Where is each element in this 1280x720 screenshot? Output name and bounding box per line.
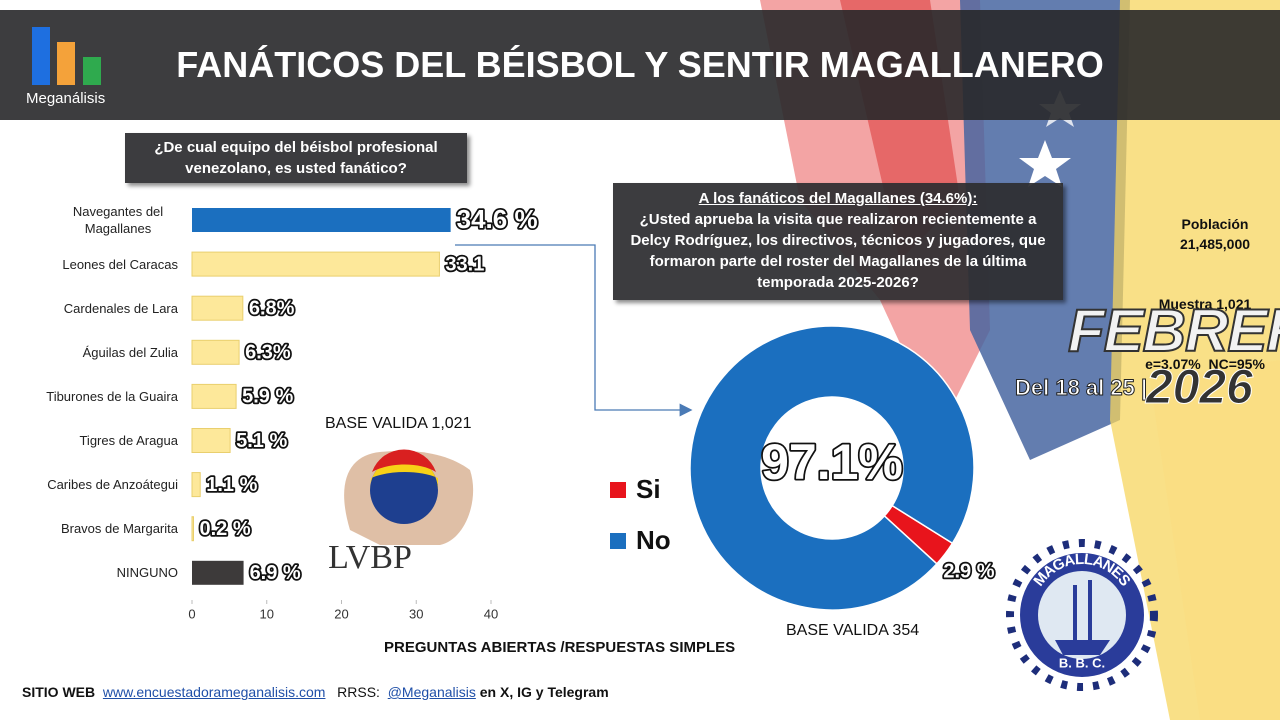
error: e=3.07% NC=95% xyxy=(1145,356,1265,372)
pie-question: ¿Usted aprueba la visita que realizaron … xyxy=(630,211,1046,291)
population: 21,485,000 xyxy=(1179,236,1251,252)
social-note: en X, IG y Telegram xyxy=(479,684,609,700)
value-label: 6.9 % xyxy=(250,562,301,584)
x-tick-label: 10 xyxy=(260,606,274,621)
sample: Muestra 1,021 xyxy=(1158,296,1252,312)
footer: SITIO WEB www.encuestadorameganalisis.co… xyxy=(22,684,609,700)
legend-swatch xyxy=(610,533,626,549)
web-link[interactable]: www.encuestadorameganalisis.com xyxy=(102,684,326,700)
value-label: 5.9 % xyxy=(242,386,293,408)
value-label: 6.3% xyxy=(245,342,291,364)
legend-swatch xyxy=(610,482,626,498)
x-tick-label: 40 xyxy=(484,606,498,621)
x-tick-label: 20 xyxy=(334,606,348,621)
bar xyxy=(191,428,231,453)
category-label: Águilas del Zulia xyxy=(82,344,178,360)
category-label: Tigres de Aragua xyxy=(79,433,178,448)
value-label: 2.9 % xyxy=(943,560,994,582)
social-label: RRSS: xyxy=(337,684,380,700)
annotation: BASE VALIDA 354 xyxy=(786,622,920,639)
logo-text: Meganálisis xyxy=(26,90,106,107)
value-label: 5.1 % xyxy=(236,430,287,452)
pie-question-lead: A los fanáticos del Magallanes (34.6%): xyxy=(698,190,978,207)
value-label: 97.1% xyxy=(761,434,903,490)
bar xyxy=(191,339,240,365)
social-link[interactable]: @Meganalisis xyxy=(387,684,476,700)
pie-question-box: A los fanáticos del Magallanes (34.6%): … xyxy=(613,183,1063,300)
survey-info: Población 21,485,000 xyxy=(1140,214,1280,254)
league-logo-text: LVBP xyxy=(328,539,412,576)
bar xyxy=(192,208,451,232)
bar xyxy=(191,472,201,498)
x-axis-label: PREGUNTAS ABIERTAS /RESPUESTAS SIMPLES xyxy=(384,639,736,656)
bar xyxy=(191,295,244,321)
category-label: Leones del Caracas xyxy=(62,256,178,272)
legend-label: Si xyxy=(636,474,661,504)
category-label: Cardenales de Lara xyxy=(63,300,178,316)
header-band xyxy=(0,10,1280,120)
value-label: 34.6 % xyxy=(457,204,538,234)
bar xyxy=(192,560,244,585)
value-label: 1.1 % xyxy=(206,474,257,496)
pie-slice xyxy=(689,325,975,611)
bar xyxy=(191,383,237,409)
legend-label: No xyxy=(636,525,671,555)
category-label: Caribes de Anzoátegui xyxy=(47,477,178,493)
bar xyxy=(191,251,440,277)
team-logo: MAGALLANES B. B. C. xyxy=(1006,539,1158,691)
period-month: FEBRERO xyxy=(1067,296,1280,365)
period-days: Del 18 al 25 | xyxy=(1014,375,1148,401)
bar-question: ¿De cual equipo del béisbol profesional … xyxy=(125,133,467,183)
category-label: NINGUNO xyxy=(116,565,178,581)
category-label: Bravos de Margarita xyxy=(60,521,178,537)
connector-arrow xyxy=(455,244,693,417)
page-title: FANÁTICOS DEL BÉISBOL Y SENTIR MAGALLANE… xyxy=(176,44,1104,85)
value-label: 33.1 xyxy=(445,253,484,275)
category-label: Navegantes del Magallanes xyxy=(72,204,164,236)
lvbp-logo: LVBP xyxy=(328,449,474,576)
population-label: Población xyxy=(1181,216,1249,232)
annotation: BASE VALIDA 1,021 xyxy=(325,415,472,432)
survey-sample: Muestra 1,021 e=3.07% NC=95% xyxy=(1120,254,1280,394)
x-tick-label: 30 xyxy=(409,606,423,621)
bar xyxy=(191,516,194,542)
logo-bars xyxy=(32,27,101,85)
period-year: 2026 xyxy=(1146,361,1254,415)
value-label: 0.2 % xyxy=(199,518,250,540)
web-label: SITIO WEB xyxy=(22,684,96,700)
category-label: Tiburones de la Guaira xyxy=(46,388,178,404)
value-label: 6.8% xyxy=(249,297,295,319)
x-tick-label: 0 xyxy=(188,606,195,621)
team-logo-sub: B. B. C. xyxy=(1059,655,1105,670)
